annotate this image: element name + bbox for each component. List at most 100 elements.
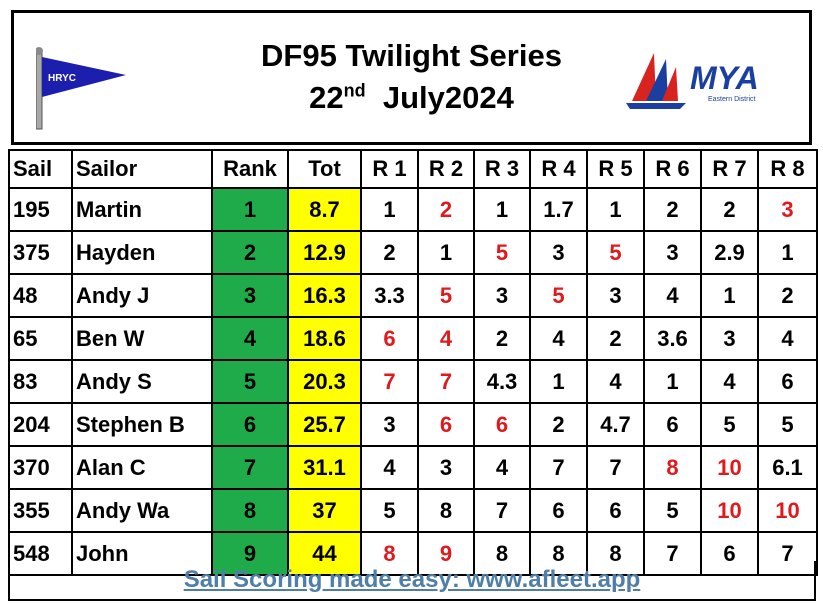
- sailor-cell: Andy J: [71, 273, 213, 318]
- column-header: R 4: [529, 149, 588, 189]
- race-score-cell: 5: [757, 402, 818, 447]
- rank-cell: 4: [211, 316, 289, 361]
- race-score-cell: 4: [360, 445, 419, 490]
- race-score-cell: 1: [473, 187, 531, 232]
- race-score-cell: 5: [417, 273, 475, 318]
- race-score-cell: 2: [643, 187, 702, 232]
- rank-cell: 1: [211, 187, 289, 232]
- race-score-cell: 5: [586, 230, 645, 275]
- race-score-cell: 4.3: [473, 359, 531, 404]
- race-score-cell: 6.1: [757, 445, 818, 490]
- race-score-cell: 4: [417, 316, 475, 361]
- total-cell: 31.1: [287, 445, 362, 490]
- race-score-cell: 8: [473, 531, 531, 576]
- race-score-cell: 5: [529, 273, 588, 318]
- table-row: 65 Ben W 4 18.6 6 4 2 4 2 3.6 3 4: [8, 316, 818, 361]
- race-score-cell: 4: [700, 359, 759, 404]
- rank-cell: 3: [211, 273, 289, 318]
- race-score-cell: 3: [529, 230, 588, 275]
- column-header: Sail: [8, 149, 73, 189]
- race-score-cell: 7: [757, 531, 818, 576]
- column-header: R 5: [586, 149, 645, 189]
- race-score-cell: 3: [417, 445, 475, 490]
- column-header: R 8: [757, 149, 818, 189]
- race-score-cell: 2: [360, 230, 419, 275]
- table-row: 204 Stephen B 6 25.7 3 6 6 2 4.7 6 5 5: [8, 402, 818, 447]
- race-score-cell: 6: [757, 359, 818, 404]
- race-score-cell: 6: [529, 488, 588, 533]
- race-score-cell: 3: [473, 273, 531, 318]
- race-score-cell: 7: [473, 488, 531, 533]
- title-series: DF95 Twilight Series: [261, 38, 562, 73]
- race-score-cell: 5: [700, 402, 759, 447]
- total-cell: 37: [287, 488, 362, 533]
- table-row: 355 Andy Wa 8 37 5 8 7 6 6 5 10 10: [8, 488, 818, 533]
- table-body: 195 Martin 1 8.7 1 2 1 1.7 1 2 2 3 375 Hayden 2 12.9 2 1 5…: [8, 187, 818, 576]
- sailor-cell: Martin: [71, 187, 213, 232]
- race-score-cell: 5: [360, 488, 419, 533]
- race-score-cell: 3: [586, 273, 645, 318]
- total-cell: 44: [287, 531, 362, 576]
- rank-cell: 7: [211, 445, 289, 490]
- race-score-cell: 4.7: [586, 402, 645, 447]
- race-score-cell: 1: [360, 187, 419, 232]
- race-score-cell: 5: [643, 488, 702, 533]
- race-score-cell: 10: [700, 445, 759, 490]
- sailor-cell: Hayden: [71, 230, 213, 275]
- date-suffix: nd: [343, 80, 366, 101]
- race-score-cell: 6: [417, 402, 475, 447]
- afleet-link[interactable]: Sail Scoring made easy: www.afleet.app: [183, 566, 641, 593]
- table-row: 48 Andy J 3 16.3 3.3 5 3 5 3 4 1 2: [8, 273, 818, 318]
- race-score-cell: 8: [643, 445, 702, 490]
- sailor-cell: John: [71, 531, 213, 576]
- rank-cell: 2: [211, 230, 289, 275]
- sailor-cell: Ben W: [71, 316, 213, 361]
- header-box: DF95 Twilight Series 22nd July2024 HRYC …: [11, 10, 812, 145]
- sail-cell: 65: [8, 316, 73, 361]
- race-score-cell: 3.6: [643, 316, 702, 361]
- race-score-cell: 6: [643, 402, 702, 447]
- race-score-cell: 8: [529, 531, 588, 576]
- race-score-cell: 2: [473, 316, 531, 361]
- footer-box: Sail Scoring made easy: www.afleet.app: [8, 561, 816, 601]
- table-row: 195 Martin 1 8.7 1 2 1 1.7 1 2 2 3: [8, 187, 818, 232]
- race-score-cell: 6: [586, 488, 645, 533]
- race-score-cell: 1: [586, 187, 645, 232]
- race-score-cell: 1: [643, 359, 702, 404]
- race-score-cell: 2.9: [700, 230, 759, 275]
- table-row: 375 Hayden 2 12.9 2 1 5 3 5 3 2.9 1: [8, 230, 818, 275]
- race-score-cell: 4: [529, 316, 588, 361]
- svg-text:MYA: MYA: [690, 60, 759, 96]
- sail-cell: 375: [8, 230, 73, 275]
- table-row: 548 John 9 44 8 9 8 8 8 7 6 7: [8, 531, 818, 576]
- rank-cell: 9: [211, 531, 289, 576]
- column-header: R 2: [417, 149, 475, 189]
- race-score-cell: 3: [757, 187, 818, 232]
- race-score-cell: 2: [529, 402, 588, 447]
- total-cell: 18.6: [287, 316, 362, 361]
- sailor-cell: Alan C: [71, 445, 213, 490]
- title-date: 22nd July2024: [14, 77, 809, 119]
- race-score-cell: 7: [586, 445, 645, 490]
- race-score-cell: 3: [700, 316, 759, 361]
- race-score-cell: 2: [700, 187, 759, 232]
- sail-cell: 370: [8, 445, 73, 490]
- column-header: Rank: [211, 149, 289, 189]
- column-header: R 3: [473, 149, 531, 189]
- hryc-flag-logo: HRYC: [36, 47, 126, 130]
- race-score-cell: 8: [417, 488, 475, 533]
- rank-cell: 6: [211, 402, 289, 447]
- race-score-cell: 3: [360, 402, 419, 447]
- rank-cell: 5: [211, 359, 289, 404]
- svg-text:HRYC: HRYC: [48, 73, 76, 84]
- sail-cell: 48: [8, 273, 73, 318]
- race-score-cell: 8: [586, 531, 645, 576]
- mya-logo: MYA Eastern District: [626, 53, 759, 109]
- table-row: 83 Andy S 5 20.3 7 7 4.3 1 4 1 4 6: [8, 359, 818, 404]
- sailor-cell: Andy S: [71, 359, 213, 404]
- race-score-cell: 7: [529, 445, 588, 490]
- race-score-cell: 6: [473, 402, 531, 447]
- sail-cell: 204: [8, 402, 73, 447]
